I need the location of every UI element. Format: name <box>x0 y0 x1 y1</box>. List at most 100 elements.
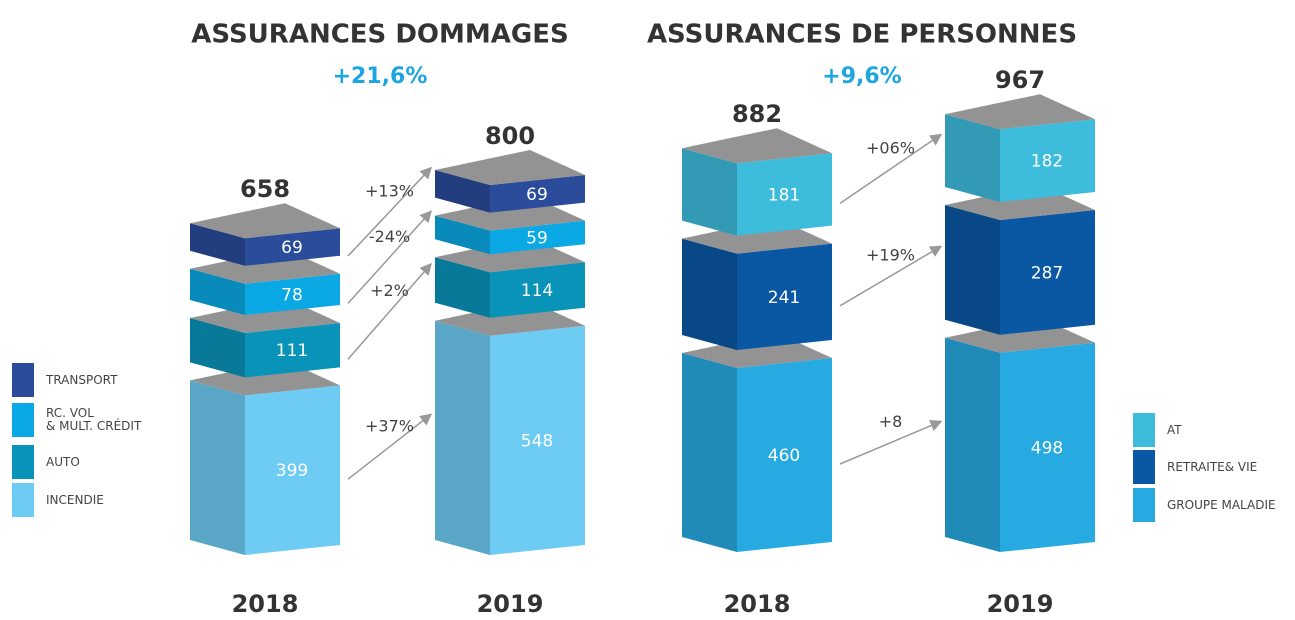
growth-label: +21,6% <box>333 64 428 89</box>
segment-side <box>190 318 245 378</box>
chart-title: ASSURANCES DE PERSONNES <box>647 20 1077 50</box>
chart-title: ASSURANCES DOMMAGES <box>191 20 568 50</box>
change-label: +06% <box>866 139 915 158</box>
bar-segment <box>945 94 1095 202</box>
bar-segment <box>435 150 585 213</box>
segment-side <box>435 257 490 318</box>
x-tick-label: 2018 <box>724 590 791 618</box>
legend-label: RC. VOL & MULT. CRÉDIT <box>46 406 142 433</box>
change-arrow <box>839 419 943 465</box>
segment-top <box>435 150 585 185</box>
x-tick-label: 2019 <box>477 590 544 618</box>
segment-top <box>682 128 832 164</box>
bar-segment <box>190 203 340 266</box>
x-tick-label: 2019 <box>987 590 1054 618</box>
legend-entry: GROUPE MALADIE <box>1133 488 1276 522</box>
segment-side <box>682 353 737 552</box>
value-label: 111 <box>276 341 308 361</box>
bar-segment <box>190 360 340 555</box>
value-label: 69 <box>281 238 303 258</box>
value-label: 59 <box>526 228 548 248</box>
value-label: 69 <box>526 185 548 205</box>
legend-swatch <box>1133 413 1155 447</box>
segment-front <box>490 325 585 555</box>
change-label: +37% <box>365 416 414 435</box>
change-label: -24% <box>369 227 410 246</box>
segment-front <box>737 243 832 350</box>
segment-front <box>490 175 585 213</box>
bar-segment <box>945 317 1095 552</box>
value-label: 241 <box>768 288 800 308</box>
change-arrow <box>347 413 433 480</box>
segment-top <box>190 203 340 239</box>
change-label: +13% <box>365 181 414 200</box>
segment-front <box>1000 210 1095 335</box>
change-arrow <box>347 210 433 304</box>
segment-front <box>1000 119 1095 202</box>
legend-entry: INCENDIE <box>12 483 104 517</box>
segment-front <box>490 262 585 318</box>
bar-segment <box>682 333 832 552</box>
segment-side <box>435 215 490 255</box>
segment-front <box>737 358 832 552</box>
x-tick-label: 2018 <box>232 590 299 618</box>
segment-front <box>245 385 340 555</box>
legend-swatch <box>1133 450 1155 484</box>
change-arrow <box>347 166 433 257</box>
total-label: 967 <box>995 66 1045 94</box>
segment-front <box>245 273 340 315</box>
legend-entry: AUTO <box>12 445 80 479</box>
legend-label: AUTO <box>46 454 80 469</box>
segment-side <box>945 205 1000 335</box>
change-label: +8 <box>879 412 903 431</box>
value-label: 181 <box>768 185 800 205</box>
bar-segment <box>682 218 832 350</box>
segment-top <box>945 94 1095 130</box>
segment-front <box>245 228 340 266</box>
segment-front <box>1000 342 1095 552</box>
segment-front <box>490 220 585 255</box>
segment-side <box>682 238 737 350</box>
legend-entry: RETRAITE& VIE <box>1133 450 1257 484</box>
segment-side <box>190 268 245 315</box>
legend-entry: RC. VOL & MULT. CRÉDIT <box>12 403 141 437</box>
change-arrow <box>347 262 432 360</box>
total-label: 800 <box>485 122 535 150</box>
total-label: 658 <box>240 175 290 203</box>
change-arrow <box>839 245 943 307</box>
value-label: 498 <box>1031 438 1063 458</box>
value-label: 182 <box>1031 152 1063 172</box>
legend-label: AT <box>1167 422 1182 437</box>
legend-swatch <box>12 363 34 397</box>
segment-side <box>190 380 245 555</box>
legend-label: INCENDIE <box>46 492 104 507</box>
segment-side <box>190 223 245 266</box>
legend-label: GROUPE MALADIE <box>1167 497 1276 512</box>
growth-label: +9,6% <box>822 64 901 89</box>
value-label: 78 <box>281 285 303 305</box>
bar-segment <box>682 128 832 236</box>
change-label: +2% <box>370 281 409 300</box>
legend-entry: TRANSPORT <box>12 363 117 397</box>
value-label: 399 <box>276 461 308 481</box>
bar-segment <box>435 300 585 555</box>
legend-swatch <box>12 445 34 479</box>
legend-label: RETRAITE& VIE <box>1167 459 1258 474</box>
segment-front <box>245 323 340 378</box>
legend-label: TRANSPORT <box>46 372 118 387</box>
bar-segment <box>190 298 340 378</box>
value-label: 548 <box>521 431 553 451</box>
legend-swatch <box>1133 488 1155 522</box>
total-label: 882 <box>732 100 782 128</box>
segment-side <box>682 148 737 236</box>
value-label: 287 <box>1031 263 1063 283</box>
legend-entry: AT <box>1133 413 1182 447</box>
segment-side <box>945 114 1000 202</box>
segment-side <box>435 170 490 213</box>
legend-swatch <box>12 403 34 437</box>
segment-front <box>737 153 832 236</box>
change-label: +19% <box>866 246 915 265</box>
change-arrow <box>839 133 943 205</box>
